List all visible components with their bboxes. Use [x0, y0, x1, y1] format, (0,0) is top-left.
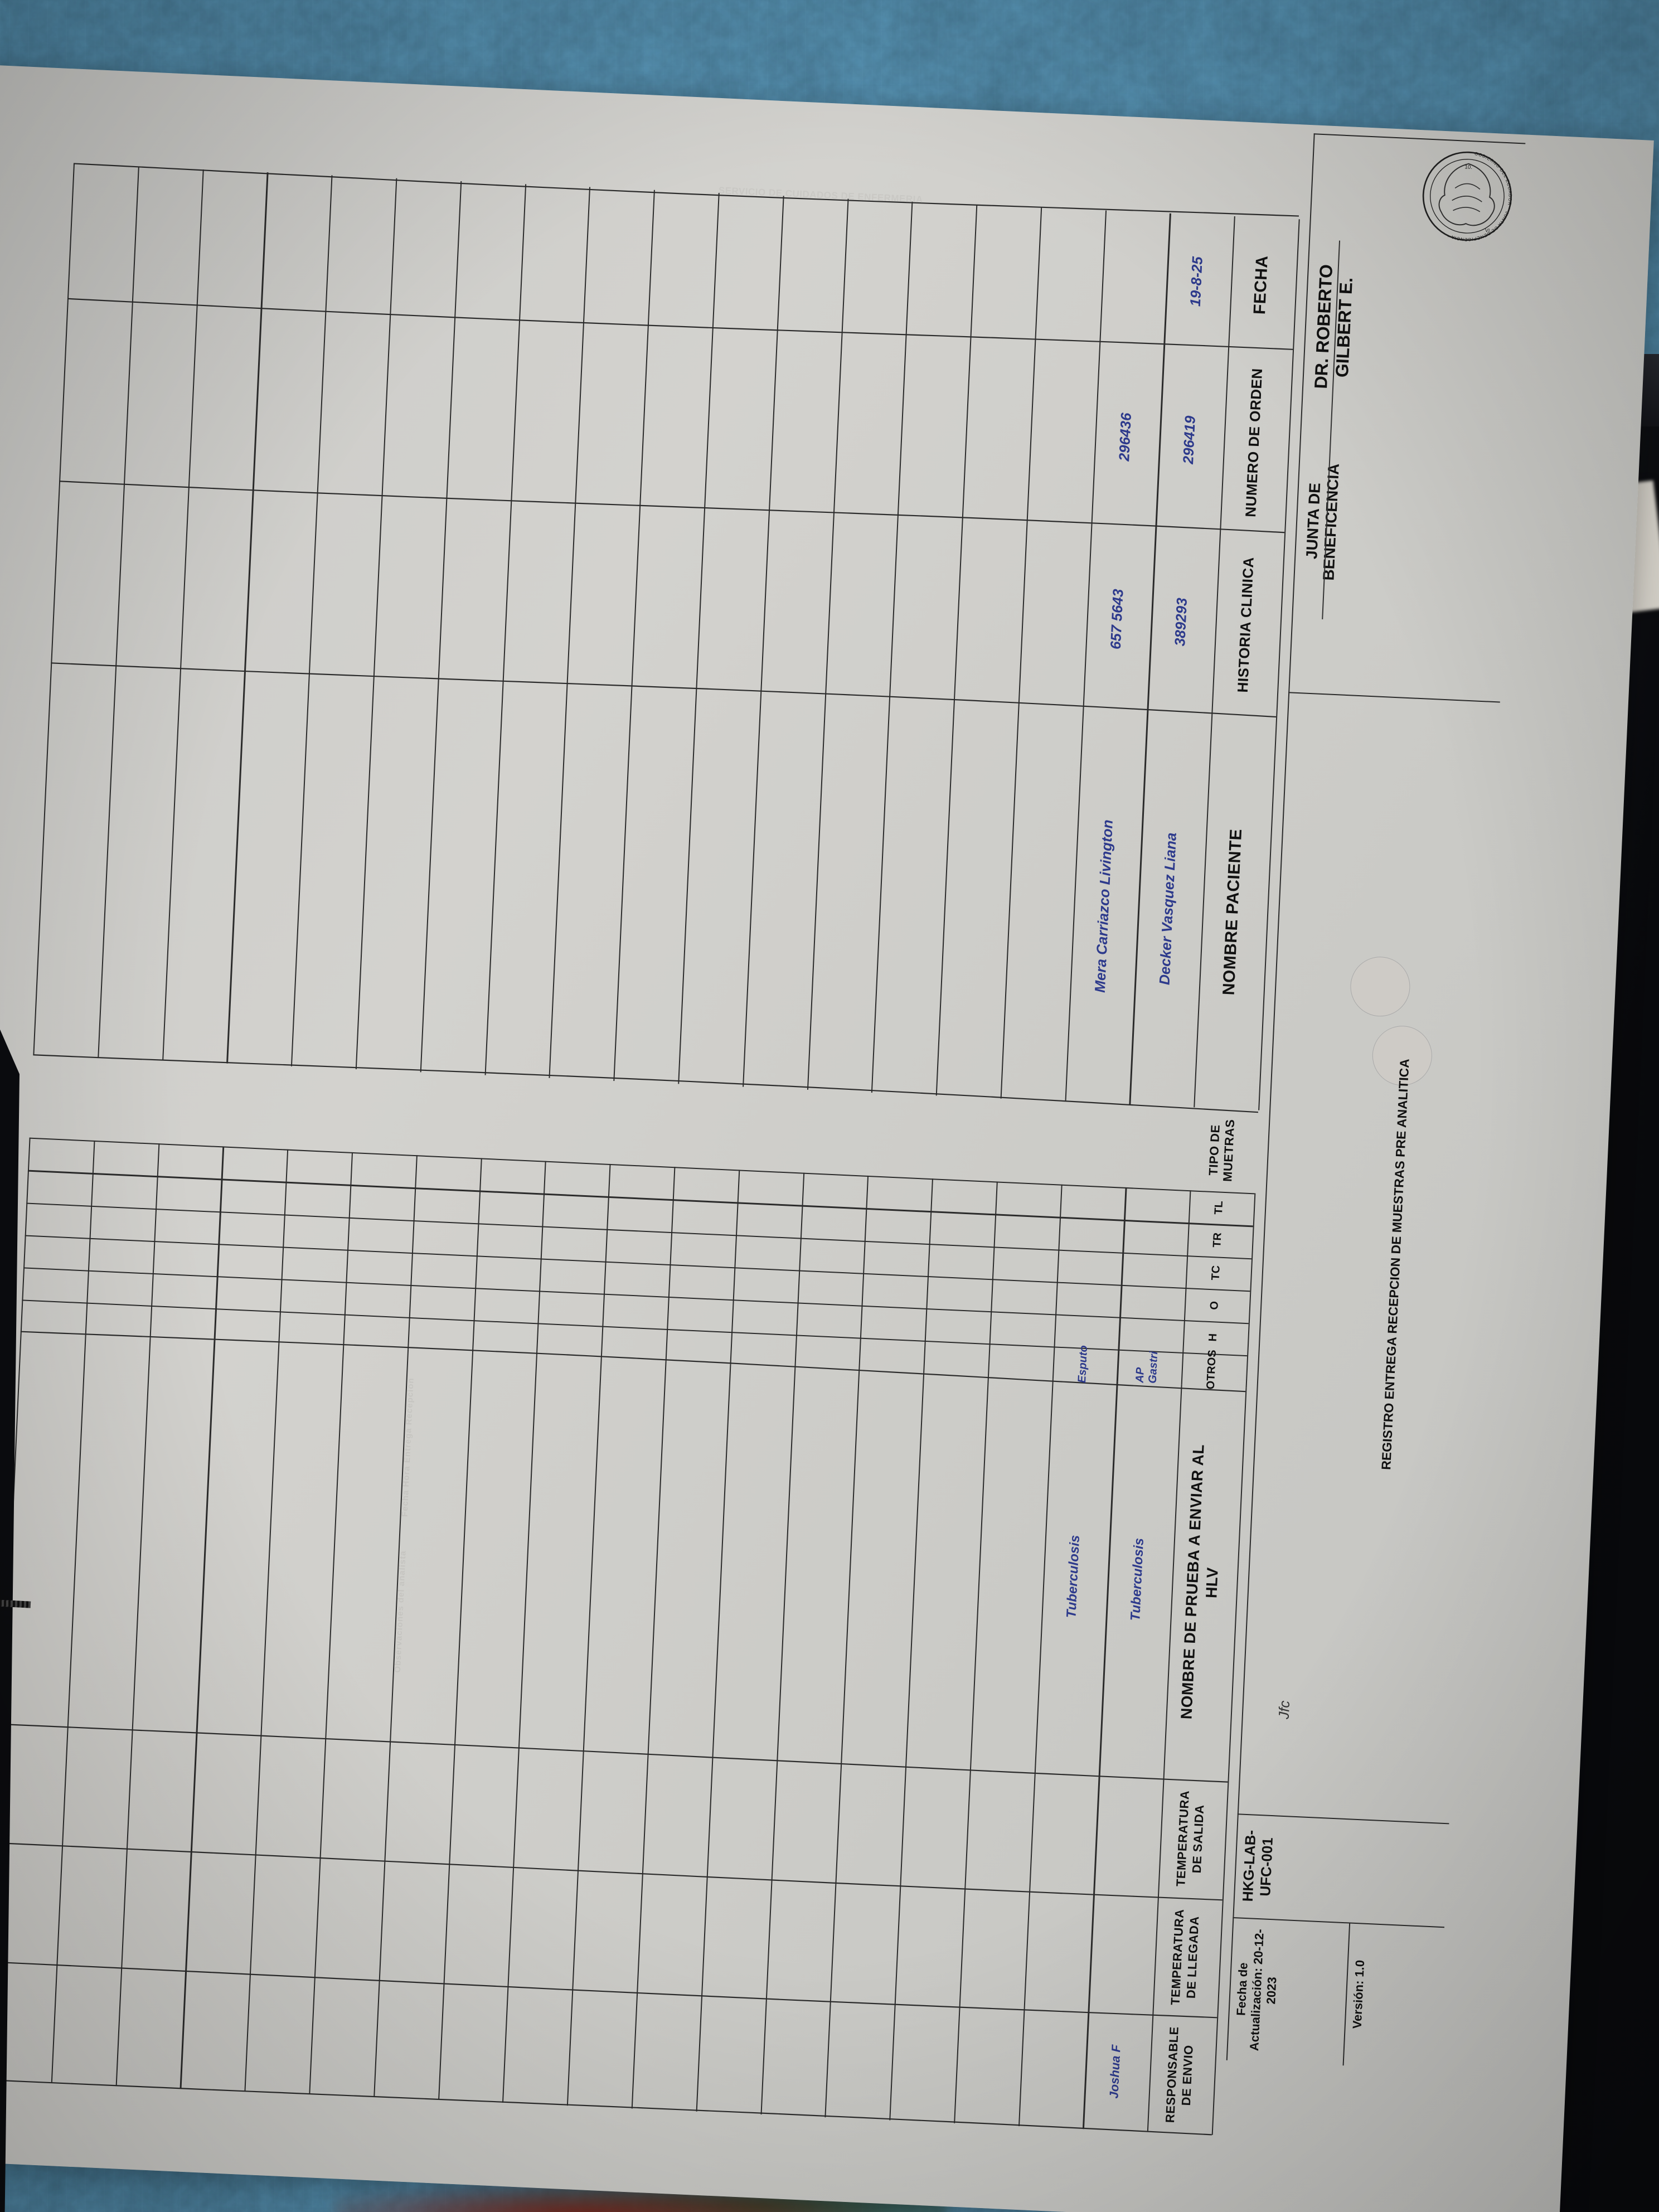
- svg-text:10.: 10.: [1464, 164, 1472, 171]
- svg-text:GOBIERNO DEL ECUADOR * JUNTA D: GOBIERNO DEL ECUADOR * JUNTA DE BENEFICE…: [1446, 150, 1515, 244]
